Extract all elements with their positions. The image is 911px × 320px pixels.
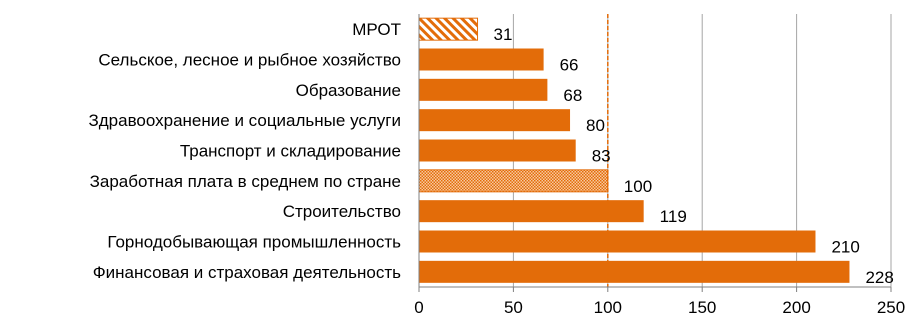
category-label-5: Заработная плата в среднем по стране	[90, 172, 401, 191]
value-label-5: 100	[624, 177, 652, 196]
category-label-0: МРОТ	[352, 20, 401, 39]
x-tick-label-250: 250	[877, 298, 905, 317]
category-label-8: Финансовая и страховая деятельность	[93, 263, 401, 282]
bar-0	[418, 17, 479, 41]
value-label-3: 80	[586, 116, 605, 135]
category-label-4: Транспорт и складирование	[180, 142, 401, 161]
value-label-6: 119	[660, 207, 687, 226]
bar-1	[419, 48, 544, 71]
x-tick-label-200: 200	[782, 298, 810, 317]
value-label-1: 66	[560, 56, 579, 75]
category-label-2: Образование	[296, 81, 401, 100]
value-label-7: 210	[831, 238, 859, 257]
bar-2	[419, 78, 548, 101]
bar-4	[419, 139, 576, 162]
labels-layer: МРОТ 31 Сельское, лесное и рыбное хозяйств…	[88, 20, 893, 287]
value-label-8: 228	[865, 268, 893, 287]
bar-8	[419, 260, 850, 283]
x-axis: 0 50 100 150 200 250	[414, 14, 905, 317]
x-tick-label-100: 100	[594, 298, 622, 317]
category-label-3: Здравоохранение и социальные услуги	[88, 111, 401, 130]
bar-3	[419, 109, 571, 132]
value-label-4: 83	[592, 147, 611, 166]
x-tick-label-0: 0	[414, 298, 423, 317]
category-label-7: Горнодобывающая промышленность	[107, 233, 401, 252]
bar-5	[418, 169, 609, 193]
bar-7	[419, 230, 816, 253]
x-tick-label-150: 150	[688, 298, 716, 317]
value-label-0: 31	[494, 25, 513, 44]
bars-layer	[418, 17, 850, 283]
value-label-2: 68	[563, 86, 582, 105]
x-tick-label-50: 50	[504, 298, 523, 317]
category-label-6: Строительство	[283, 202, 401, 221]
category-label-1: Сельское, лесное и рыбное хозяйство	[98, 51, 401, 70]
bar-6	[419, 200, 644, 223]
